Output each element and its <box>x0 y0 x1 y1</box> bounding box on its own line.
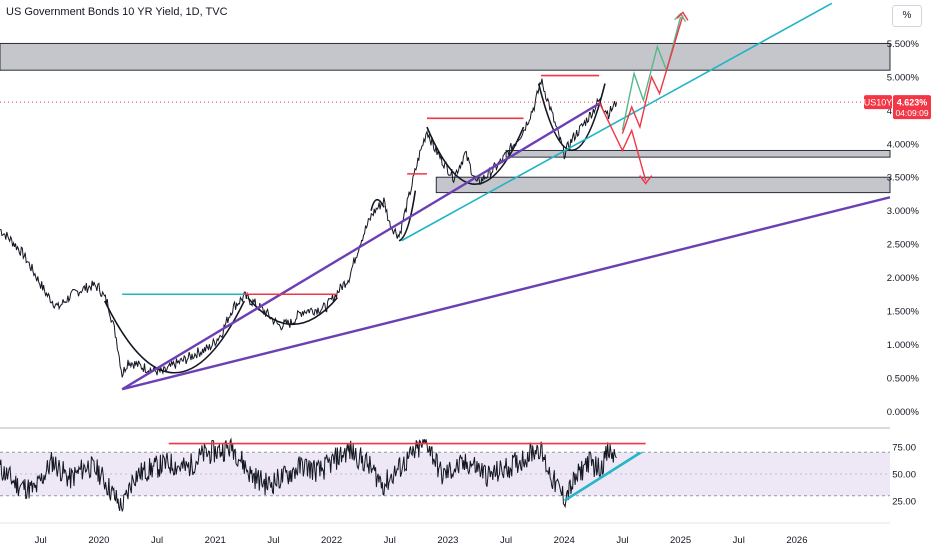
x-tick-label: 2023 <box>437 535 458 546</box>
rsi-line <box>0 437 617 513</box>
price-tag-countdown: 04:09:09 <box>895 108 928 118</box>
rsi-support-line-0 <box>563 451 641 501</box>
unit-selector[interactable]: % <box>892 5 922 27</box>
x-tick-label: Jul <box>500 535 512 546</box>
y-tick-label: 5.000% <box>887 72 920 83</box>
x-tick-label: Jul <box>151 535 163 546</box>
teal-trendline-0 <box>400 2 833 242</box>
price-tag-bg <box>893 95 931 120</box>
x-tick-label: Jul <box>733 535 745 546</box>
rsi-tick-label: 75.00 <box>892 442 916 453</box>
x-tick-label: 2022 <box>321 535 342 546</box>
rsi-support-line-1 <box>566 451 643 501</box>
symbol-tag-bg <box>864 95 892 110</box>
x-tick-label: 2024 <box>554 535 575 546</box>
red-projection-down <box>598 101 647 181</box>
y-tick-label: 2.500% <box>887 240 920 251</box>
cup-2020 <box>103 300 246 374</box>
purple-trendline-1 <box>121 196 891 391</box>
x-tick-label: Jul <box>35 535 47 546</box>
resistance-zone-2 <box>435 176 891 194</box>
resistance-zone-1 <box>505 149 891 158</box>
y-tick-label: 0.500% <box>887 373 920 384</box>
x-tick-label: Jul <box>267 535 279 546</box>
x-tick-label: 2026 <box>786 535 807 546</box>
red-arrowhead-up <box>676 11 689 21</box>
price-line <box>0 78 618 378</box>
y-tick-label: 3.000% <box>887 206 920 217</box>
y-tick-label: 1.500% <box>887 306 920 317</box>
x-tick-label: 2025 <box>670 535 691 546</box>
price-tag-value: 4.623% <box>897 98 928 108</box>
x-tick-label: 2020 <box>88 535 109 546</box>
cup-2024 <box>537 83 606 151</box>
red-projection-up <box>621 15 684 134</box>
rsi-tick-label: 50.00 <box>892 470 916 481</box>
y-tick-label: 4.000% <box>887 139 920 150</box>
resistance-zone-0 <box>0 42 891 71</box>
chart-title: US Government Bonds 10 YR Yield, 1D, TVC <box>6 6 228 18</box>
cup-2021 <box>247 297 338 326</box>
purple-trendline-0 <box>121 102 600 391</box>
handle-2022 <box>370 198 385 211</box>
cup-2022 <box>398 190 417 242</box>
rsi-tick-label: 25.00 <box>892 497 916 508</box>
y-tick-label: 3.500% <box>887 173 920 184</box>
x-tick-label: Jul <box>616 535 628 546</box>
symbol-tag-label: US10Y <box>864 98 893 108</box>
y-tick-label: 1.000% <box>887 340 920 351</box>
x-tick-label: Jul <box>384 535 396 546</box>
x-tick-label: 2021 <box>205 535 226 546</box>
cup-2023 <box>426 126 525 185</box>
y-tick-label: 2.000% <box>887 273 920 284</box>
y-tick-label: 5.500% <box>887 39 920 50</box>
red-arrowhead-down <box>639 175 653 185</box>
y-tick-label: 0.000% <box>887 407 920 418</box>
